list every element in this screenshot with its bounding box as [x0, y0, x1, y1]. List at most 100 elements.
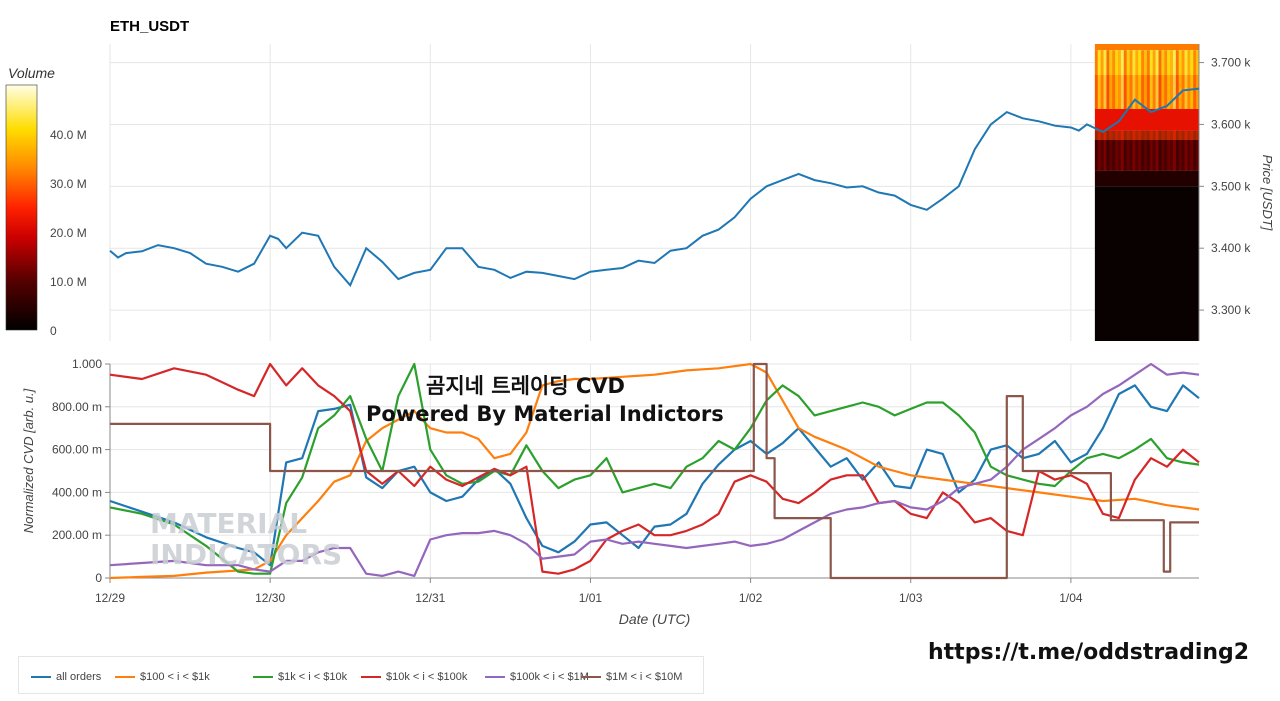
- legend-swatch: [115, 676, 135, 679]
- heatmap-stripe: [1172, 50, 1176, 109]
- heatmap-stripe: [1109, 50, 1113, 109]
- heatmap-stripe: [1175, 130, 1179, 171]
- cvd-x-tick-label: 1/01: [579, 591, 603, 605]
- chart-title: ETH_USDT: [110, 18, 190, 35]
- legend-swatch: [581, 676, 601, 679]
- heatmap-stripe: [1164, 50, 1168, 109]
- cvd-x-tick-label: 1/03: [899, 591, 923, 605]
- heatmap-stripe: [1181, 50, 1185, 109]
- heatmap-stripe: [1146, 130, 1150, 171]
- legend-item[interactable]: $100k < i < $1M: [485, 671, 589, 683]
- legend-item[interactable]: $10k < i < $100k: [361, 671, 467, 683]
- cvd-y-tick-label: 0: [95, 571, 102, 585]
- heatmap-stripe: [1115, 50, 1119, 109]
- heatmap-stripe: [1144, 50, 1147, 109]
- heatmap-stripe: [1106, 130, 1110, 171]
- price-y-tick-label: 3.700 k: [1211, 56, 1251, 70]
- heatmap-band: [1094, 170, 1199, 187]
- heatmap-stripe: [1132, 50, 1136, 109]
- cvd-x-axis-label: Date (UTC): [619, 611, 691, 627]
- heatmap-stripe: [1097, 130, 1101, 171]
- colorbar-tick-label: 20.0 M: [50, 226, 87, 240]
- legend-item[interactable]: $1M < i < $10M: [581, 671, 682, 683]
- heatmap-stripe: [1138, 50, 1142, 109]
- heatmap-stripe: [1152, 50, 1156, 109]
- heatmap-stripe: [1184, 50, 1188, 109]
- heatmap-stripe: [1161, 50, 1165, 109]
- cvd-x-tick-label: 12/29: [95, 591, 125, 605]
- heatmap-stripe: [1149, 50, 1153, 109]
- cvd-line--100-i-1k: [109, 362, 1200, 580]
- legend-swatch: [253, 676, 273, 679]
- heatmap-stripe: [1109, 130, 1113, 171]
- price-panel: 3.300 k 3.400 k 3.500 k 3.600 k 3.700 k Price…: [109, 44, 1275, 341]
- heatmap-stripe: [1129, 50, 1133, 109]
- legend-item[interactable]: all orders: [31, 671, 101, 683]
- heatmap-stripe: [1181, 130, 1185, 171]
- price-y-tick-label: 3.400 k: [1211, 241, 1251, 255]
- heatmap-band: [1094, 186, 1199, 341]
- heatmap-stripe: [1172, 130, 1176, 171]
- heatmap-stripe: [1100, 50, 1104, 109]
- legend-label: all orders: [56, 671, 102, 683]
- heatmap-stripe: [1118, 130, 1121, 171]
- legend-label: $1k < i < $10k: [278, 671, 348, 683]
- heatmap-stripe: [1158, 50, 1162, 109]
- heatmap-stripe: [1144, 130, 1147, 171]
- heatmap-stripe: [1158, 130, 1162, 171]
- price-y-tick-label: 3.300 k: [1211, 303, 1251, 317]
- legend-label: $100 < i < $1k: [140, 671, 210, 683]
- heatmap-stripe: [1097, 50, 1101, 109]
- cvd-line--1m-i-10m: [110, 362, 1199, 580]
- colorbar-tick-label: 30.0 M: [50, 177, 87, 191]
- legend-label: $100k < i < $1M: [510, 671, 589, 683]
- cvd-y-tick-label: 800.00 m: [52, 400, 102, 414]
- heatmap-band: [1094, 108, 1199, 131]
- cvd-line--100k-i-1m: [109, 362, 1200, 577]
- colorbar-label: Volume: [8, 65, 55, 81]
- heatmap-stripe: [1141, 50, 1145, 109]
- heatmap-band: [1094, 44, 1199, 51]
- heatmap-stripe: [1193, 130, 1197, 171]
- price-line: [109, 87, 1200, 288]
- cvd-x-tick-label: 12/30: [255, 591, 285, 605]
- heatmap-stripe: [1126, 130, 1130, 171]
- overlay-title-powered: Powered By Material Indictors: [366, 402, 724, 426]
- heatmap-stripe: [1170, 130, 1173, 171]
- heatmap-stripe: [1190, 130, 1194, 171]
- heatmap-stripe: [1126, 50, 1130, 109]
- legend-swatch: [485, 676, 505, 679]
- cvd-x-tick-label: 1/04: [1059, 591, 1083, 605]
- legend-item[interactable]: $100 < i < $1k: [115, 671, 210, 683]
- heatmap-stripe: [1135, 50, 1139, 109]
- legend-item[interactable]: $1k < i < $10k: [253, 671, 347, 683]
- heatmap-stripe: [1161, 130, 1165, 171]
- heatmap-stripe: [1100, 130, 1104, 171]
- heatmap-stripe: [1103, 50, 1107, 109]
- cvd-panel: 0 200.00 m 400.00 m 600.00 m 800.00 m 1.000 12…: [21, 357, 1200, 627]
- heatmap-stripe: [1146, 50, 1150, 109]
- heatmap-stripe: [1196, 130, 1199, 171]
- cvd-y-tick-label: 200.00 m: [52, 528, 102, 542]
- heatmap-stripe: [1184, 130, 1188, 171]
- colorbar-tick-label: 10.0 M: [50, 275, 87, 289]
- cvd-y-axis-label: Normalized CVD [arb. u.]: [21, 388, 36, 533]
- heatmap-stripe: [1167, 130, 1171, 171]
- heatmap-stripe: [1193, 50, 1197, 109]
- price-plot-area: [110, 44, 1199, 341]
- heatmap-stripe: [1141, 130, 1145, 171]
- watermark-line1: MATERIAL: [150, 507, 308, 540]
- telegram-url[interactable]: https://t.me/oddstrading2: [928, 640, 1250, 665]
- heatmap-stripe: [1120, 130, 1124, 171]
- overlay-title-korean: 곰지네 트레이딩 CVD: [426, 374, 625, 398]
- heatmap-stripe: [1112, 50, 1116, 109]
- heatmap-stripe: [1170, 50, 1173, 109]
- heatmap-stripe: [1187, 130, 1191, 171]
- heatmap-stripe: [1120, 50, 1124, 109]
- heatmap-stripe: [1094, 50, 1098, 109]
- heatmap-stripe: [1115, 130, 1119, 171]
- cvd-x-tick-label: 1/02: [739, 591, 763, 605]
- legend-label: $10k < i < $100k: [386, 671, 468, 683]
